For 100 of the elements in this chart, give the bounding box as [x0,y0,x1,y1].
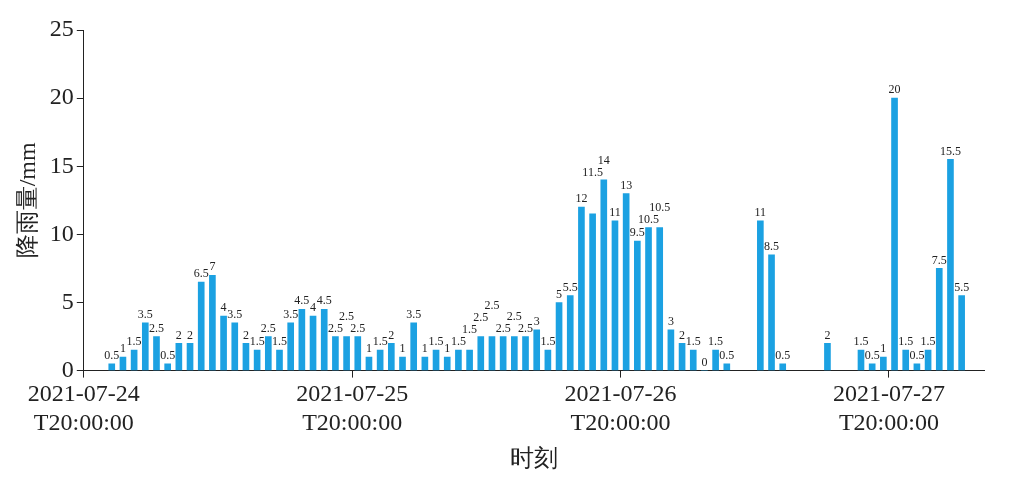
data-label: 1 [421,341,428,356]
bar [455,349,462,371]
data-label: 2 [824,327,831,342]
bar [622,193,630,371]
data-label: 2 [175,327,182,342]
data-label: 1.5 [708,334,724,349]
data-label: 4.5 [316,293,332,308]
bar [611,220,619,371]
bar [287,322,295,371]
x-tick-label: 2021-07-27 T20:00:00 [832,380,945,436]
data-label: 5.5 [954,279,970,294]
data-label: 3.5 [227,307,243,322]
data-label: 1.5 [898,334,914,349]
bar [779,363,787,371]
bar [645,227,652,371]
data-label: 0.5 [864,347,880,362]
bar [164,363,171,371]
data-label: 3 [533,313,540,328]
bar [935,268,943,371]
bar [723,363,731,371]
data-label: 1.5 [920,334,936,349]
bar [824,343,831,371]
data-label: 2.5 [495,320,511,335]
data-label: 20 [888,82,901,97]
data-label: 2.5 [484,298,500,313]
data-label: 0 [701,354,708,369]
bar [880,356,887,371]
data-label: 4 [310,300,317,315]
data-label: 11 [754,204,767,219]
data-label: 1 [399,341,406,356]
data-label: 2.5 [350,320,366,335]
data-label: 2 [242,327,249,342]
bar [600,179,608,371]
data-label: 12 [575,191,588,206]
data-label: 2 [187,327,194,342]
bar [689,349,697,371]
bar [511,336,518,371]
bar [902,349,910,371]
data-label: 0.5 [104,347,120,362]
y-tick-label: 10 [49,219,74,246]
bar [589,213,596,371]
bar [410,322,418,371]
data-label: 4 [220,300,227,315]
data-label: 2 [388,327,395,342]
data-label: 9.5 [629,225,645,240]
bar [209,274,216,371]
data-label: 10.5 [638,211,660,226]
data-label: 4.5 [294,293,310,308]
data-label: 0.5 [775,347,791,362]
bar [153,336,160,371]
bar [891,97,898,371]
data-label: 0.5 [160,347,176,362]
x-tick-label: 2021-07-26 T20:00:00 [564,380,677,436]
data-label: 1 [880,341,887,356]
data-label: 1.5 [462,322,478,337]
bar [141,322,149,371]
data-label: 1 [444,341,451,356]
data-label: 0.5 [909,347,925,362]
bar [477,336,485,371]
data-label: 1 [119,341,126,356]
data-label: 2.5 [473,310,489,325]
bar [264,336,272,371]
data-label: 1.5 [272,334,287,349]
bar [533,329,541,371]
bar [197,281,205,371]
data-label: 11.5 [582,165,603,180]
data-label: 0.5 [719,347,735,362]
data-label: 1.5 [249,334,265,349]
y-tick-label: 25 [49,15,74,42]
bar [220,315,227,371]
data-label: 13 [620,177,633,192]
bar [566,295,574,371]
x-axis-title: 时刻 [509,444,558,471]
data-label: 1.5 [540,334,556,349]
bar [712,349,719,371]
bar [387,343,395,371]
bar [522,336,529,371]
data-label: 7.5 [931,252,947,267]
bar [555,302,563,371]
data-label: 2.5 [506,308,522,323]
data-label: 2.5 [260,320,276,335]
data-label: 3.5 [406,307,422,322]
bar [578,206,585,371]
data-label: 6.5 [193,266,209,281]
data-label: 2.5 [518,320,534,335]
data-label: 10.5 [649,199,671,214]
y-tick-label: 5 [61,287,74,314]
data-label: 2.5 [339,308,355,323]
bar [354,336,362,371]
data-label: 2.5 [148,320,164,335]
data-label: 5.5 [562,279,578,294]
data-label: 1.5 [126,334,142,349]
data-label: 3.5 [283,307,299,322]
bar [343,336,350,371]
data-label: 2.5 [327,320,343,335]
data-label: 14 [597,153,610,168]
y-tick-label: 0 [61,355,74,382]
data-label: 5 [556,286,563,301]
bar [768,254,775,371]
bar [276,349,283,371]
